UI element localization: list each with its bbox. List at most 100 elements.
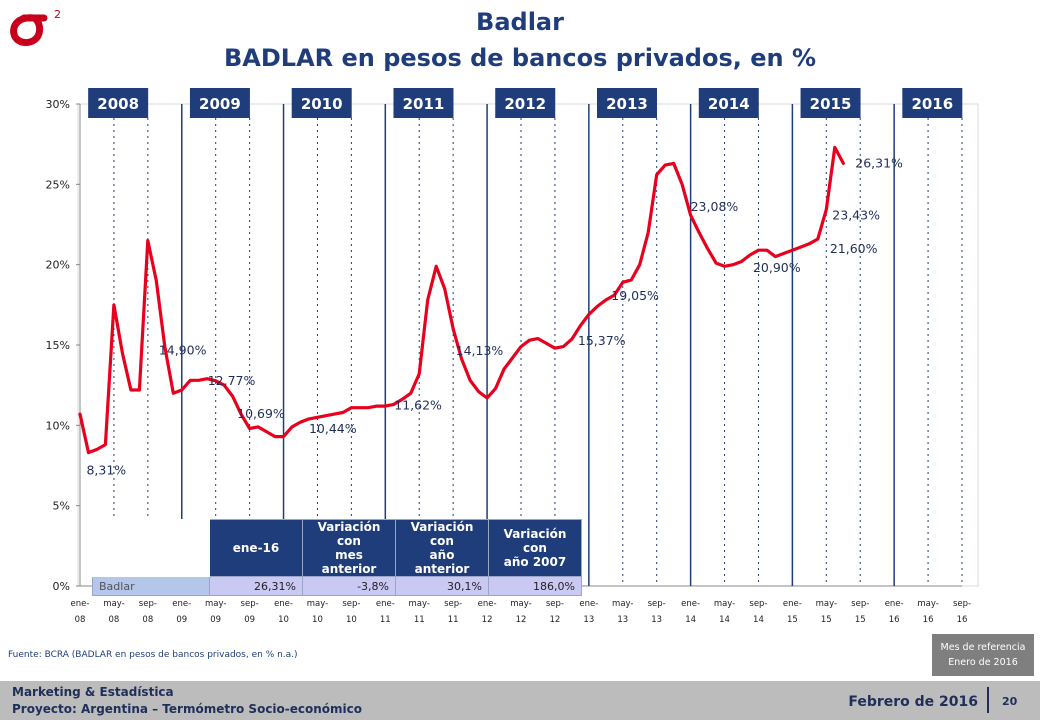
x-tick-label-year: 12 [482,615,493,625]
row-label: Badlar [92,576,210,596]
year-label: 2016 [911,95,953,113]
year-label-box [189,88,250,118]
table-row: Badlar 26,31% -3,8% 30,1% 186,0% [92,576,582,596]
data-label: 15,37% [578,333,626,348]
x-tick-label: ene- [579,599,598,609]
x-tick-label: may- [409,599,430,609]
x-tick-label: may- [103,599,124,609]
x-tick-label-year: 15 [787,615,798,625]
year-label-box [291,88,352,118]
svg-text:2: 2 [54,8,61,21]
data-label: 10,69% [237,406,285,421]
year-label: 2014 [708,95,750,113]
x-tick-label-year: 10 [278,615,289,625]
x-tick-label: may- [307,599,328,609]
year-label: 2011 [403,95,445,113]
footer-divider [987,687,989,713]
x-tick-label-year: 14 [685,615,696,625]
x-tick-label: may- [510,599,531,609]
year-label-box [495,88,556,118]
x-tick-label-year: 09 [244,615,255,625]
cell-anio-2007: 186,0% [488,576,582,596]
y-tick-label: 30% [46,98,70,111]
x-tick-label-year: 16 [923,615,934,625]
footer-project: Proyecto: Argentina – Termómetro Socio-e… [12,702,363,716]
x-tick-label-year: 14 [719,615,730,625]
x-tick-label: may- [917,599,938,609]
x-tick-label: may- [816,599,837,609]
x-tick-label-year: 15 [855,615,866,625]
x-tick-label: ene- [376,599,395,609]
x-tick-label-year: 10 [346,615,357,625]
x-tick-label: ene- [274,599,293,609]
data-label: 10,44% [309,421,357,436]
y-tick-label: 15% [46,339,70,352]
year-label-box [88,88,149,118]
x-tick-label-year: 10 [312,615,323,625]
x-tick-label: ene- [172,599,191,609]
data-label: 14,13% [456,343,504,358]
table-corner [92,519,210,577]
x-tick-label: sep- [953,599,971,609]
page-title: Badlar [476,8,564,36]
data-label: 21,60% [830,241,878,256]
x-tick-label: may- [714,599,735,609]
x-tick-label-year: 16 [957,615,968,625]
data-label: 14,90% [159,343,207,358]
year-label-box [698,88,759,118]
data-label: 12,77% [208,373,256,388]
x-tick-label-year: 09 [176,615,187,625]
y-tick-label: 10% [46,419,70,432]
year-label: 2009 [199,95,241,113]
x-tick-label: sep- [241,599,259,609]
x-tick-label: may- [612,599,633,609]
sigma-logo: 2 [8,6,68,50]
header-cell-3: Variación con año 2007 [488,519,582,577]
year-label-box [393,88,454,118]
year-label: 2008 [97,95,139,113]
year-label: 2013 [606,95,648,113]
data-label: 19,05% [611,288,659,303]
x-tick-label: ene- [681,599,700,609]
plot-frame [77,103,979,587]
year-label: 2010 [301,95,343,113]
x-tick-label-year: 08 [75,615,86,625]
header-cell-2: Variación con año anterior [395,519,489,577]
footer-bar: Marketing & Estadística Proyecto: Argent… [0,681,1040,720]
x-tick-label-year: 08 [109,615,120,625]
y-tick-label: 25% [46,178,70,191]
header-cell-1: Variación con mes anterior [302,519,396,577]
year-label: 2015 [810,95,852,113]
x-tick-label-year: 13 [583,615,594,625]
badlar-line-chart: 0% 5% 10% 15% 20% 25% 30% ene- 08 may- 08 sep- 08 en… [46,88,979,625]
data-label: 26,31% [855,155,903,170]
x-tick-label: may- [205,599,226,609]
cell-mes-anterior: -3,8% [302,576,396,596]
x-tick-label-year: 08 [142,615,153,625]
data-label: 8,31% [86,463,126,478]
x-tick-label: sep- [342,599,360,609]
reference-line-2: Enero de 2016 [948,657,1018,668]
year-label: 2012 [504,95,546,113]
x-tick-label-year: 13 [651,615,662,625]
x-tick-label-year: 11 [380,615,391,625]
x-tick-label-year: 13 [617,615,628,625]
x-tick-label: ene- [478,599,497,609]
reference-line-1: Mes de referencia [940,642,1026,653]
header-cell-0: ene-16 [209,519,303,577]
x-tick-label: ene- [783,599,802,609]
y-tick-label: 20% [46,259,70,272]
footer-date: Febrero de 2016 [848,694,978,710]
x-tick-label: sep- [546,599,564,609]
x-tick-label-year: 14 [753,615,764,625]
x-tick-label: sep- [139,599,157,609]
summary-table: ene-16 Variación con mes anterior Variaci… [92,519,582,596]
year-label-box [597,88,658,118]
x-tick-label: ene- [885,599,904,609]
data-label: 23,43% [832,208,880,223]
x-tick-label-year: 11 [448,615,459,625]
reference-box: Mes de referencia Enero de 2016 [932,634,1034,676]
data-label: 20,90% [753,260,801,275]
x-tick-label: ene- [71,599,90,609]
x-tick-label-year: 12 [550,615,561,625]
